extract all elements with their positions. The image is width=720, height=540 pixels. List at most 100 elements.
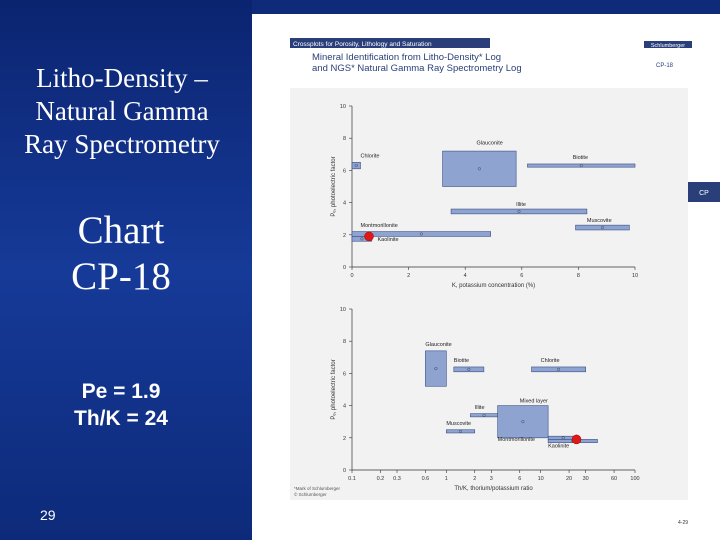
mineral-center-point [517, 209, 521, 213]
y-tick-label: 8 [343, 136, 346, 142]
mineral-label: Muscovite [446, 421, 471, 427]
x-tick-label: 60 [611, 476, 617, 482]
mineral-center-point [467, 367, 471, 371]
slide-title-line: Natural Gamma [35, 96, 209, 126]
y-tick-label: 6 [343, 371, 346, 377]
y-tick-label: 8 [343, 339, 346, 345]
x-tick-label: 2 [407, 273, 410, 279]
mineral-center-point [419, 232, 423, 236]
mineral-center-point [434, 367, 438, 371]
slide-number: 29 [40, 507, 56, 523]
slide-title-line: Ray Spectrometry [24, 129, 220, 159]
chart-document: Crossplots for Porosity, Lithology and S… [252, 14, 720, 540]
chart-heading-line: Mineral Identification from Litho-Densit… [312, 52, 501, 63]
x-tick-label: 2 [473, 476, 476, 482]
mineral-band [425, 350, 447, 387]
y-tick-label: 6 [343, 168, 346, 174]
chart-thk-vs-pe: 0 2 4 6 8 10 0.1 0.2 0.3 0.6 1 2 3 6 10 20 30 60 100 Th/K, … [331, 307, 640, 492]
mineral-center-point [354, 164, 358, 168]
x-tick-label: 10 [632, 273, 638, 279]
footer-note: *Mark of Schlumberger [294, 486, 341, 491]
mineral-label: Biotite [573, 155, 588, 161]
slide-title: Litho-Density – Natural Gamma Ray Spectr… [6, 62, 238, 161]
mineral-label: Montmorillonite [360, 223, 397, 229]
y-tick-label: 10 [340, 104, 346, 110]
mineral-label: Montmorillonite [498, 437, 535, 443]
chart-k-vs-pe: 0 2 4 6 8 10 0 2 4 6 8 10 K, potassium concentration… [331, 104, 638, 289]
side-tab-text: CP [699, 190, 709, 197]
mineral-center-point [561, 436, 565, 440]
x-tick-label: 4 [464, 273, 467, 279]
mineral-label: Illite [475, 405, 485, 411]
x-tick-label: 6 [518, 476, 521, 482]
chart-frame [290, 88, 688, 500]
mineral-label: Illite [516, 202, 526, 208]
header-bar-text: Crossplots for Porosity, Lithology and S… [293, 41, 432, 48]
mineral-center-point [482, 413, 486, 417]
brand-text: Schlumberger [651, 43, 685, 49]
mineral-label: Kaolinite [548, 443, 569, 449]
mineral-center-point [521, 420, 525, 424]
mineral-label: Glauconite [477, 141, 503, 147]
chart-document-svg: Crossplots for Porosity, Lithology and S… [290, 38, 720, 526]
mineral-label: Chlorite [360, 154, 379, 160]
mineral-center-point [360, 237, 364, 241]
chart-id: CP-18 [656, 63, 674, 69]
x-tick-label: 0.2 [377, 476, 385, 482]
x-tick-label: 0.3 [393, 476, 401, 482]
mineral-center-point [459, 429, 463, 433]
mineral-center-point [600, 226, 604, 230]
y-tick-label: 2 [343, 233, 346, 239]
x-tick-label: 0 [350, 273, 353, 279]
reading-marker [571, 434, 582, 445]
chart-label-line: CP-18 [71, 255, 171, 298]
mineral-band [531, 366, 586, 373]
x-tick-label: 6 [520, 273, 523, 279]
chart-heading-line: and NGS* Natural Gamma Ray Spectrometry … [312, 63, 522, 74]
y-tick-label: 10 [340, 307, 346, 313]
mineral-band [442, 150, 517, 187]
brand-logo [644, 41, 692, 48]
mineral-band [453, 366, 485, 373]
mineral-center-point [579, 164, 583, 168]
x-tick-label: 1 [445, 476, 448, 482]
reading-values: Pe = 1.9 Th/K = 24 [10, 378, 232, 432]
mineral-label: Mixed layer [520, 398, 548, 404]
mineral-label: Kaolinite [377, 237, 398, 243]
mineral-label: Biotite [454, 358, 469, 364]
mineral-band [450, 208, 588, 215]
x-tick-label: 10 [538, 476, 544, 482]
y-tick-label: 0 [343, 265, 346, 271]
page-number: 4-29 [678, 520, 688, 526]
pe-value: Pe = 1.9 [81, 380, 161, 403]
y-tick-label: 4 [343, 201, 346, 207]
header-bar [290, 38, 490, 48]
x-axis-label: K, potassium concentration (%) [452, 283, 535, 289]
x-tick-label: 30 [583, 476, 589, 482]
mineral-band [351, 231, 491, 237]
x-tick-label: 3 [490, 476, 493, 482]
x-tick-label: 0.1 [348, 476, 356, 482]
side-tab [688, 182, 720, 202]
footer-note: © Schlumberger [294, 491, 327, 497]
x-axis-label: Th/K, thorium/potassium ratio [454, 486, 533, 492]
mineral-band [497, 405, 549, 439]
y-tick-label: 4 [343, 404, 346, 410]
x-tick-label: 20 [566, 476, 572, 482]
x-tick-label: 8 [577, 273, 580, 279]
mineral-label: Chlorite [541, 358, 560, 364]
mineral-band [446, 429, 476, 434]
y-tick-label: 2 [343, 436, 346, 442]
y-axis-label: Pₑ, photoelectric factor [331, 359, 337, 419]
x-tick-label: 100 [630, 476, 639, 482]
mineral-band [575, 224, 630, 231]
chart-label-line: Chart [77, 209, 165, 252]
mineral-center-point [557, 367, 561, 371]
mineral-band [470, 413, 498, 418]
x-tick-label: 0.6 [422, 476, 430, 482]
chart-label: Chart CP-18 [10, 208, 232, 300]
slide-text-panel: Litho-Density – Natural Gamma Ray Spectr… [0, 0, 252, 540]
thk-value: Th/K = 24 [74, 407, 168, 430]
reading-marker [364, 231, 374, 242]
mineral-label: Muscovite [587, 218, 612, 224]
